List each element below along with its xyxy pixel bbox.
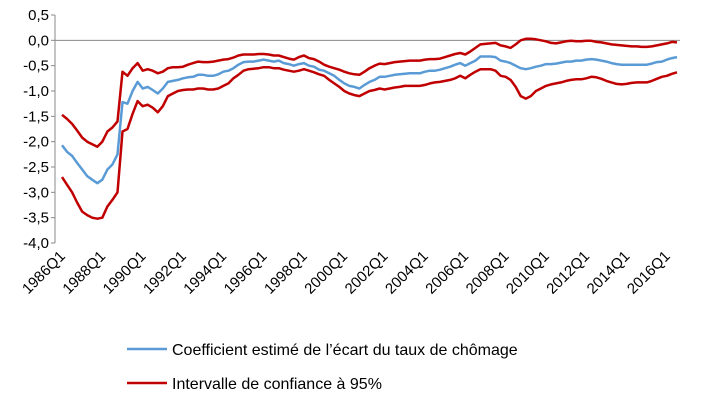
y-tick-label: 0,5 xyxy=(28,7,49,24)
x-tick-label: 2012Q1 xyxy=(543,248,593,298)
line xyxy=(60,65,678,220)
y-tick-label: -1,5 xyxy=(23,108,49,125)
x-tick-label: 1986Q1 xyxy=(19,248,69,298)
x-tick-label: 2008Q1 xyxy=(463,248,513,298)
x-tick-label: 2002Q1 xyxy=(342,248,392,298)
x-tick-label: 1998Q1 xyxy=(261,248,311,298)
y-tick-label: -4,0 xyxy=(23,235,49,252)
x-tick-label: 1990Q1 xyxy=(100,248,150,298)
x-tick-label: 1988Q1 xyxy=(59,248,109,298)
line xyxy=(61,55,678,185)
y-tick-label: -3,0 xyxy=(23,184,49,201)
x-tick-label: 2010Q1 xyxy=(503,248,553,298)
y-tick-label: -0,5 xyxy=(23,58,49,75)
y-tick-label: -2,5 xyxy=(23,159,49,176)
y-tick-label: -2,0 xyxy=(23,134,49,151)
x-tick-label: 2000Q1 xyxy=(301,248,351,298)
x-tick-label: 2016Q1 xyxy=(624,248,674,298)
x-tick-label: 1996Q1 xyxy=(221,248,271,298)
x-tick-label: 2014Q1 xyxy=(584,248,634,298)
x-tick-label: 2006Q1 xyxy=(422,248,472,298)
y-tick-label: 0,0 xyxy=(28,32,49,49)
y-tick-label: -3,5 xyxy=(23,210,49,227)
x-tick-label: 2004Q1 xyxy=(382,248,432,298)
legend-label: Coefficient estimé de l’écart du taux de… xyxy=(172,342,518,359)
legend-label: Intervalle de confiance à 95% xyxy=(172,376,382,393)
x-tick-label: 1992Q1 xyxy=(140,248,190,298)
y-tick-label: -1,0 xyxy=(23,83,49,100)
x-tick-label: 1994Q1 xyxy=(180,248,230,298)
line xyxy=(61,37,678,148)
